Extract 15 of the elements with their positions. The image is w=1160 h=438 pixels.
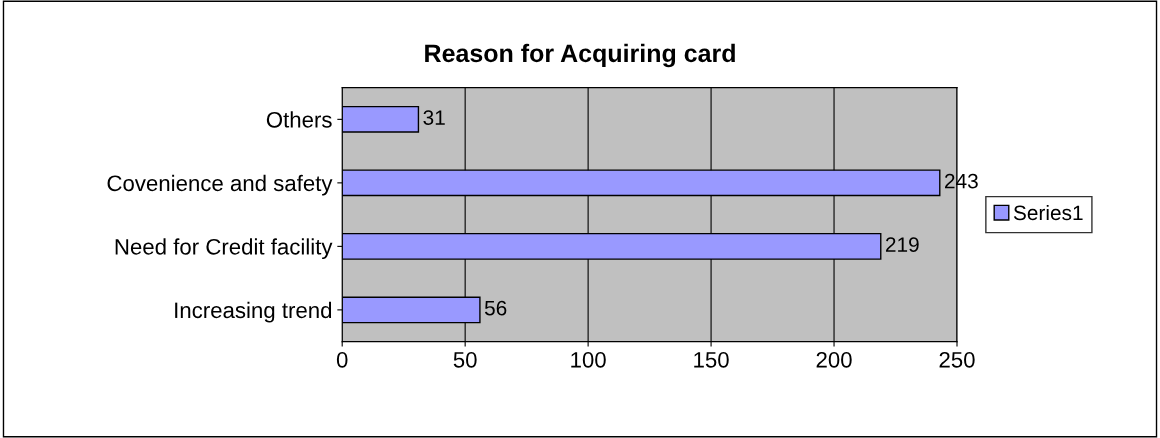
legend-label: Series1 <box>1013 204 1083 221</box>
data-label: 219 <box>885 237 919 252</box>
x-tick-label: 200 <box>816 351 852 368</box>
chart-title: Reason for Acquiring card <box>425 43 735 68</box>
x-tick-label: 50 <box>453 351 477 368</box>
x-tick-label: 150 <box>694 351 729 368</box>
x-tick-label: 250 <box>939 351 975 368</box>
y-tick-label: Others <box>266 111 332 128</box>
data-label: 31 <box>423 110 445 125</box>
y-tick-label: Covenience and safety <box>107 174 333 196</box>
y-tick-label: Increasing trend <box>175 301 332 323</box>
x-tick-label: 100 <box>571 351 606 368</box>
data-label: 56 <box>484 300 507 316</box>
y-tick-label: Need for Credit facility <box>115 238 333 260</box>
x-tick-label: 0 <box>336 351 348 368</box>
